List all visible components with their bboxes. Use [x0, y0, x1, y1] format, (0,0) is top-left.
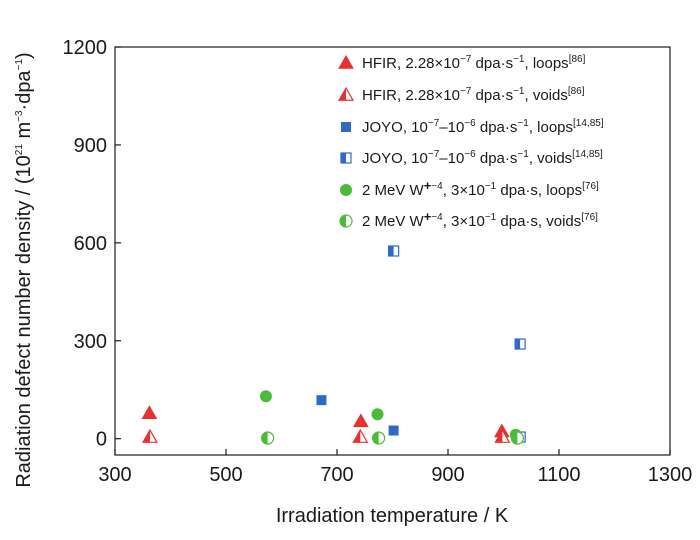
legend-entry: HFIR, 2.28×10−7 dpa·s−1, voids[86]: [337, 86, 585, 104]
y-tick-label: 600: [74, 233, 107, 255]
legend-entry: HFIR, 2.28×10−7 dpa·s−1, loops[86]: [338, 54, 586, 72]
data-point: [261, 431, 275, 445]
data-point: [316, 395, 327, 406]
data-point: [141, 405, 158, 419]
x-tick-label: 900: [431, 464, 464, 486]
y-axis-label: Radiation defect number density / (1021 …: [13, 52, 35, 487]
legend: HFIR, 2.28×10−7 dpa·s−1, loops[86] HFIR, …: [337, 54, 604, 230]
legend-label: JOYO, 10−7–10−6 dpa·s−1, loops[14,85]: [362, 118, 604, 136]
legend-label: 2 MeV W+−4, 3×10−1 dpa·s, loops[76]: [362, 178, 599, 199]
axis-ticks: 300 500 700 900 1100 1300 0 300 600 900 1200: [63, 37, 693, 486]
y-tick-label: 900: [74, 135, 107, 157]
y-tick-label: 0: [96, 429, 107, 451]
y-tick-label: 300: [74, 331, 107, 353]
legend-entry: 2 MeV W+−4, 3×10−1 dpa·s, loops[76]: [340, 178, 599, 199]
x-tick-label: 1300: [648, 464, 693, 486]
legend-label: HFIR, 2.28×10−7 dpa·s−1, voids[86]: [362, 86, 585, 104]
data-point: [353, 413, 369, 428]
legend-marker: [340, 152, 352, 164]
x-axis-label: Irradiation temperature / K: [276, 505, 509, 527]
legend-marker: [341, 122, 351, 132]
legend-entry: 2 MeV W+−4, 3×10−1 dpa·s, voids[76]: [339, 209, 598, 230]
legend-marker: [340, 184, 352, 196]
data-point: [371, 408, 384, 421]
legend-entry: JOYO, 10−7–10−6 dpa·s−1, loops[14,85]: [341, 118, 604, 136]
data-point: [372, 431, 386, 445]
data-point: [388, 425, 399, 436]
legend-label: 2 MeV W+−4, 3×10−1 dpa·s, voids[76]: [362, 209, 598, 230]
data-point: [259, 390, 272, 403]
data-points: [141, 245, 526, 445]
legend-marker: [338, 54, 354, 69]
x-tick-label: 500: [209, 464, 242, 486]
legend-entry: JOYO, 10−7–10−6 dpa·s−1, voids[14,85]: [340, 149, 603, 167]
data-point: [494, 428, 511, 443]
legend-label: JOYO, 10−7–10−6 dpa·s−1, voids[14,85]: [362, 149, 603, 167]
x-tick-label: 700: [320, 464, 353, 486]
plot-area: [114, 46, 671, 456]
data-point: [141, 428, 158, 443]
data-point: [388, 245, 400, 257]
y-tick-label: 1200: [63, 37, 108, 59]
x-tick-label: 1100: [537, 464, 580, 486]
data-point: [352, 428, 369, 443]
x-tick-label: 300: [98, 464, 131, 486]
data-point: [510, 431, 524, 445]
data-point: [514, 338, 526, 350]
legend-marker: [339, 214, 353, 228]
legend-marker: [337, 86, 355, 101]
legend-label: HFIR, 2.28×10−7 dpa·s−1, loops[86]: [362, 54, 586, 72]
